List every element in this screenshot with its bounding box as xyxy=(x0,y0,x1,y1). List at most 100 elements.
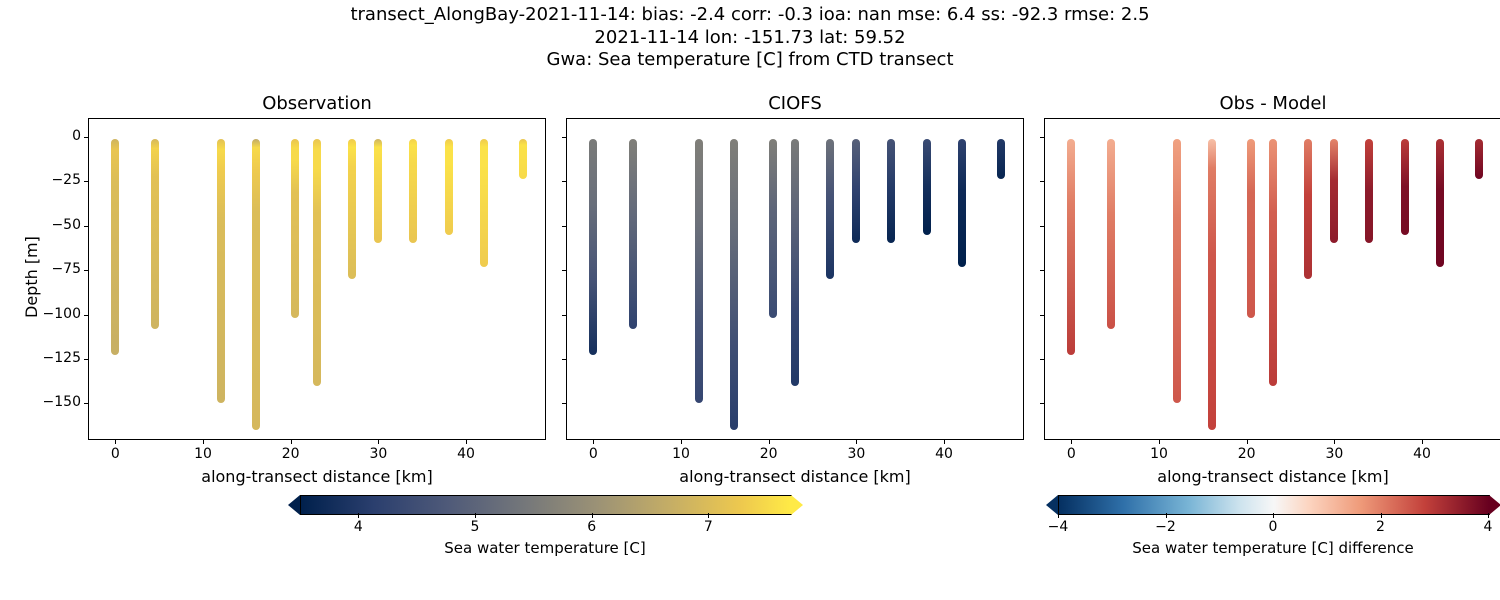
x-tick-mark xyxy=(203,439,204,444)
cast-profile xyxy=(111,139,119,356)
colorbar-tick-mark xyxy=(1381,513,1382,518)
cast-profile xyxy=(1107,139,1115,329)
cast-profile xyxy=(291,139,299,319)
cast-profile xyxy=(791,139,799,386)
cast-profile xyxy=(958,139,966,267)
colorbar xyxy=(1058,495,1490,515)
cast-profile xyxy=(409,139,417,244)
colorbar-tick-mark xyxy=(1058,513,1059,518)
y-axis-label: Depth [m] xyxy=(22,236,41,318)
cast-profile xyxy=(1269,139,1277,386)
y-tick-mark xyxy=(562,137,567,138)
cast-profile xyxy=(769,139,777,319)
x-tick-label: 40 xyxy=(1402,446,1442,462)
cast-profile xyxy=(1247,139,1255,319)
cast-profile xyxy=(887,139,895,244)
colorbar-tick-mark xyxy=(358,513,359,518)
cast-profile xyxy=(852,139,860,244)
y-tick-label: −150 xyxy=(31,394,81,410)
colorbar-tick-mark xyxy=(592,513,593,518)
cast-profile xyxy=(589,139,597,356)
cast-profile xyxy=(151,139,159,329)
x-tick-label: 0 xyxy=(1051,446,1091,462)
x-tick-mark xyxy=(856,439,857,444)
x-tick-label: 20 xyxy=(749,446,789,462)
x-tick-label: 30 xyxy=(836,446,876,462)
x-tick-mark xyxy=(681,439,682,444)
panel-title: Observation xyxy=(89,93,545,114)
colorbar-tick-label: 4 xyxy=(1473,519,1500,535)
colorbar-tick-mark xyxy=(475,513,476,518)
panel-title: Obs - Model xyxy=(1045,93,1500,114)
cast-profile xyxy=(997,139,1005,180)
y-tick-mark xyxy=(84,403,89,404)
cast-profile xyxy=(252,139,260,431)
x-tick-label: 10 xyxy=(183,446,223,462)
x-tick-mark xyxy=(1071,439,1072,444)
y-tick-label: −125 xyxy=(31,350,81,366)
cast-profile xyxy=(730,139,738,431)
colorbar-tick-label: 4 xyxy=(343,519,373,535)
cast-profile xyxy=(1475,139,1483,180)
y-tick-mark xyxy=(84,226,89,227)
cast-profile xyxy=(445,139,453,235)
x-tick-label: 0 xyxy=(573,446,613,462)
y-tick-mark xyxy=(562,315,567,316)
colorbar-tick-mark xyxy=(1273,513,1274,518)
x-tick-label: 40 xyxy=(446,446,486,462)
x-tick-label: 0 xyxy=(95,446,135,462)
y-tick-mark xyxy=(1040,359,1045,360)
x-tick-mark xyxy=(593,439,594,444)
x-tick-mark xyxy=(1159,439,1160,444)
cast-profile xyxy=(217,139,225,404)
suptitle-line3: Gwa: Sea temperature [C] from CTD transe… xyxy=(0,49,1500,72)
cast-profile xyxy=(374,139,382,244)
colorbar-extend-right-icon xyxy=(791,495,803,515)
cast-profile xyxy=(1067,139,1075,356)
y-tick-mark xyxy=(84,359,89,360)
x-tick-label: 10 xyxy=(661,446,701,462)
x-axis-label: along-transect distance [km] xyxy=(1045,467,1500,486)
panel-title: CIOFS xyxy=(567,93,1023,114)
y-tick-mark xyxy=(84,270,89,271)
y-tick-label: 0 xyxy=(31,128,81,144)
cast-profile xyxy=(1401,139,1409,235)
x-tick-mark xyxy=(115,439,116,444)
cast-profile xyxy=(1208,139,1216,431)
colorbar-extend-left-icon xyxy=(288,495,300,515)
y-tick-mark xyxy=(562,181,567,182)
x-tick-label: 30 xyxy=(1314,446,1354,462)
y-tick-mark xyxy=(562,226,567,227)
y-tick-mark xyxy=(562,403,567,404)
cast-profile xyxy=(1330,139,1338,244)
cast-profile xyxy=(348,139,356,279)
cast-profile xyxy=(923,139,931,235)
x-tick-mark xyxy=(944,439,945,444)
cast-profile xyxy=(1304,139,1312,279)
cast-profile xyxy=(1365,139,1373,244)
panel-obs-model: Obs - Model010203040along-transect dista… xyxy=(1044,118,1500,440)
colorbar-tick-mark xyxy=(708,513,709,518)
colorbar-label: Sea water temperature [C] xyxy=(280,539,810,557)
colorbar-tick-label: 6 xyxy=(577,519,607,535)
panel-ciofs: CIOFS010203040along-transect distance [k… xyxy=(566,118,1024,440)
x-tick-mark xyxy=(1422,439,1423,444)
figure-suptitle: transect_AlongBay-2021-11-14: bias: -2.4… xyxy=(0,4,1500,72)
cast-profile xyxy=(519,139,527,180)
x-tick-label: 30 xyxy=(358,446,398,462)
colorbar-tick-label: −2 xyxy=(1151,519,1181,535)
cast-profile xyxy=(629,139,637,329)
colorbar-tick-label: 0 xyxy=(1258,519,1288,535)
x-tick-mark xyxy=(466,439,467,444)
x-tick-label: 20 xyxy=(271,446,311,462)
x-tick-mark xyxy=(291,439,292,444)
x-tick-label: 20 xyxy=(1227,446,1267,462)
y-tick-label: −25 xyxy=(31,172,81,188)
x-tick-label: 10 xyxy=(1139,446,1179,462)
cast-profile xyxy=(1436,139,1444,267)
colorbar-tick-label: 5 xyxy=(460,519,490,535)
colorbar-extend-right-icon xyxy=(1489,495,1500,515)
colorbar-extend-left-icon xyxy=(1046,495,1058,515)
x-tick-mark xyxy=(378,439,379,444)
colorbar-tick-mark xyxy=(1488,513,1489,518)
